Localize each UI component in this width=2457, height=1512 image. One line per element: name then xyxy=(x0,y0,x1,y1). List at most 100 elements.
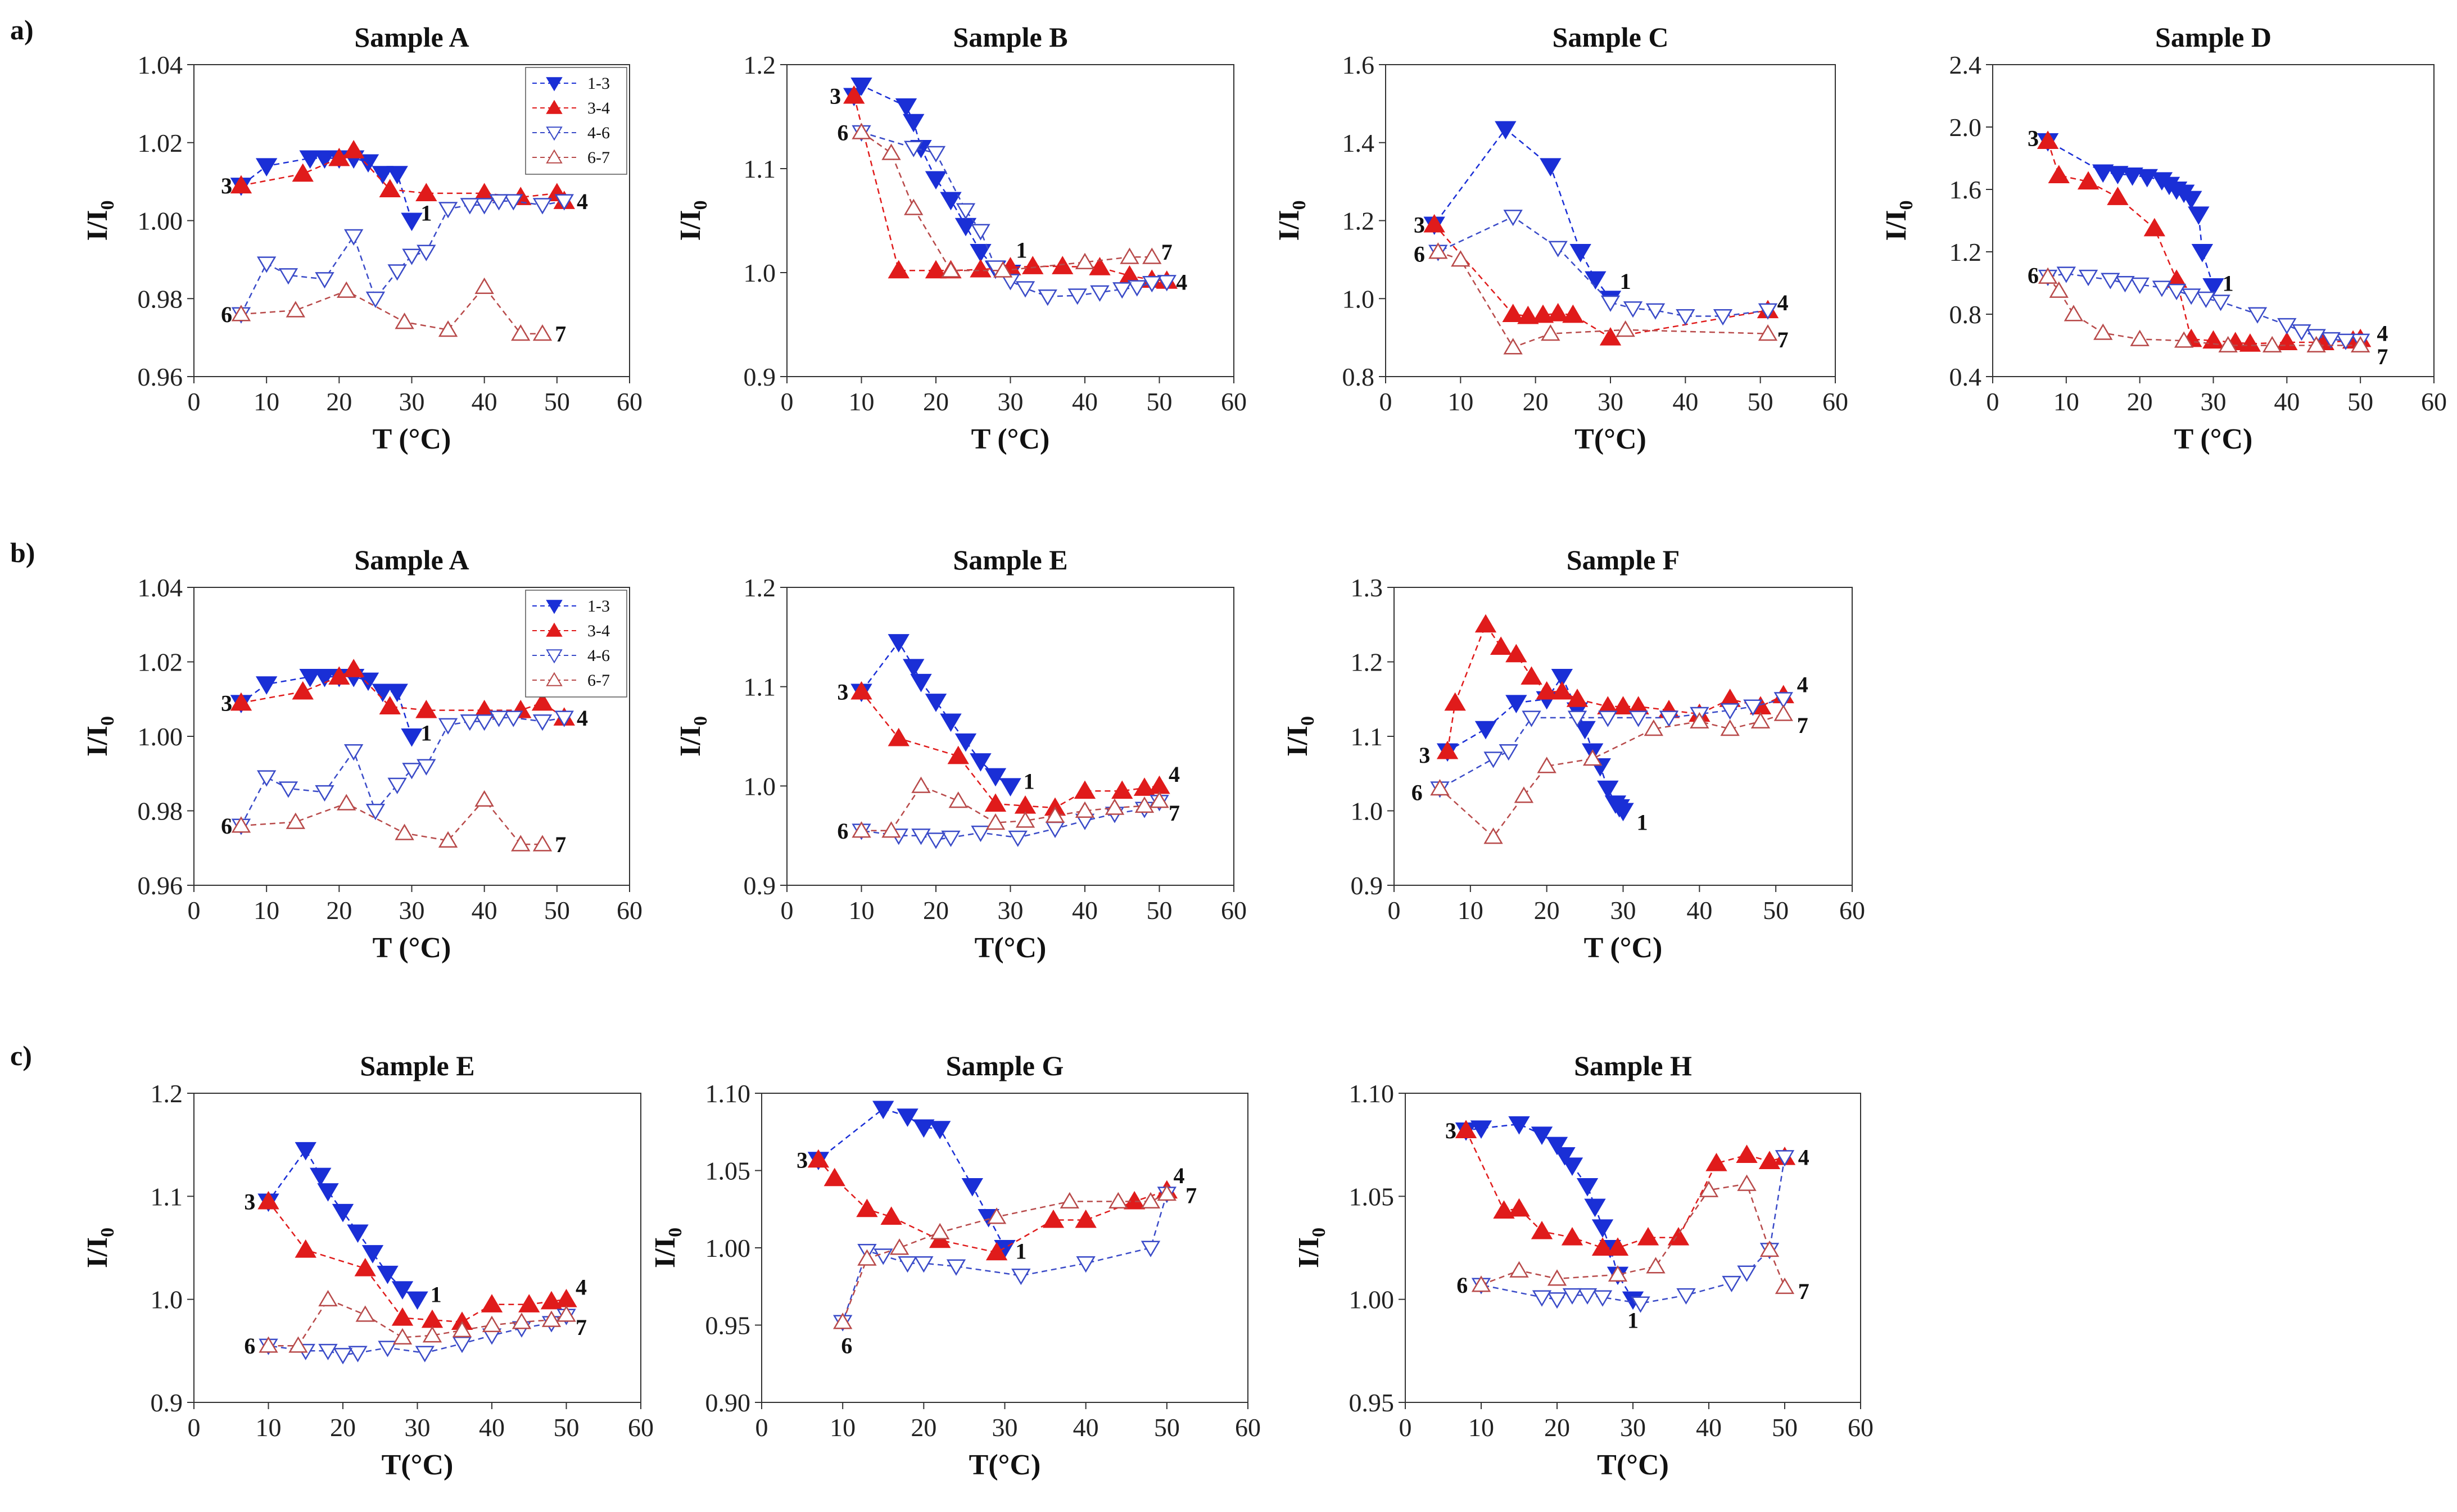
data-point-6-7 xyxy=(852,821,871,838)
data-point-4-6 xyxy=(532,198,553,215)
data-point-4-6 xyxy=(874,1248,893,1265)
data-point-1-3 xyxy=(925,694,947,712)
series-line-1-3 xyxy=(853,84,1011,274)
x-tick-label: 0 xyxy=(755,1413,768,1442)
data-point-6-7 xyxy=(2306,336,2326,352)
point-annotation: 4 xyxy=(1777,290,1789,315)
data-point-1-3 xyxy=(2121,168,2143,186)
point-annotation: 1 xyxy=(1627,1307,1639,1333)
data-point-1-3 xyxy=(295,1142,316,1161)
data-point-3-4 xyxy=(1133,777,1156,796)
data-point-4-6 xyxy=(2196,291,2216,308)
series-line-1-3 xyxy=(268,1148,418,1300)
data-point-4-6 xyxy=(1483,752,1503,768)
data-point-4-6 xyxy=(365,291,386,308)
data-point-1-3 xyxy=(940,713,962,732)
data-point-3-4 xyxy=(1444,692,1466,711)
x-tick-label: 40 xyxy=(2274,387,2300,416)
data-point-6-7 xyxy=(532,324,553,341)
data-point-6-7 xyxy=(318,1289,338,1307)
data-point-6-7 xyxy=(286,301,306,318)
data-point-1-3 xyxy=(850,78,872,96)
chart-b-E: Sample E 0 10 20 30 40 50 60 0.9 1.0 1.1 1.2 T(°C) I/… xyxy=(675,544,1247,964)
point-annotation: 7 xyxy=(1797,713,1808,738)
point-annotation: 1 xyxy=(420,720,432,745)
y-tick-label: 0.95 xyxy=(1349,1388,1395,1417)
data-point-4-6 xyxy=(1141,1241,1161,1257)
data-point-1-3 xyxy=(357,154,379,173)
data-point-3-4 xyxy=(807,1149,830,1168)
point-annotation: 1 xyxy=(420,201,432,226)
data-point-6-7 xyxy=(511,835,531,852)
chart-title: Sample B xyxy=(953,21,1067,53)
data-point-6-7 xyxy=(286,812,306,829)
data-point-6-7 xyxy=(1690,712,1709,728)
point-annotation: 3 xyxy=(1414,212,1425,237)
data-point-3-4 xyxy=(295,1239,316,1258)
data-point-3-4 xyxy=(2239,333,2261,352)
y-tick-label: 0.9 xyxy=(744,363,776,391)
data-point-3-4 xyxy=(1075,1209,1097,1228)
data-point-6-7 xyxy=(881,821,901,838)
data-point-3-4 xyxy=(342,140,365,159)
row-label-a: a) xyxy=(10,14,34,46)
series-line-3-4 xyxy=(1465,1130,1785,1249)
data-point-3-4 xyxy=(540,1291,563,1310)
data-point-4-6 xyxy=(956,203,976,220)
data-point-3-4 xyxy=(1705,1153,1727,1171)
series-line-3-4 xyxy=(241,150,565,202)
data-point-4-6 xyxy=(971,825,990,843)
point-annotation: 6 xyxy=(2028,263,2039,288)
y-tick-label: 1.02 xyxy=(138,129,183,157)
data-point-3-4 xyxy=(1736,1144,1758,1163)
y-tick-label: 1.2 xyxy=(1351,648,1383,677)
data-point-6-7 xyxy=(1141,1192,1161,1208)
data-point-4-6 xyxy=(1676,1288,1696,1305)
data-point-4-6 xyxy=(333,1348,353,1365)
y-tick-label: 1.6 xyxy=(1949,175,1982,204)
y-tick-label: 1.2 xyxy=(744,573,776,602)
data-point-6-7 xyxy=(1750,712,1771,728)
data-point-1-3 xyxy=(299,669,321,687)
data-point-4-6 xyxy=(489,710,509,727)
data-point-4-6 xyxy=(2277,318,2297,335)
legend-marker xyxy=(546,126,563,141)
point-annotation: 4 xyxy=(576,1275,587,1300)
legend-box xyxy=(525,67,627,175)
data-point-3-4 xyxy=(888,260,910,279)
data-point-4-6 xyxy=(1645,303,1666,320)
legend-marker xyxy=(546,622,563,637)
data-point-1-3 xyxy=(1569,244,1591,262)
data-point-1-3 xyxy=(2191,244,2214,262)
y-tick-label: 1.00 xyxy=(1349,1285,1395,1314)
series-line-4-6 xyxy=(240,200,565,315)
legend-label: 6-7 xyxy=(587,671,610,690)
x-tick-label: 60 xyxy=(1848,1413,1874,1442)
data-point-4-6 xyxy=(1773,692,1793,709)
plot-frame xyxy=(786,587,1234,886)
y-tick-label: 0.98 xyxy=(138,797,183,826)
y-axis-label: I/I0 xyxy=(1880,201,1917,241)
chart-title: Sample G xyxy=(946,1050,1064,1081)
point-annotation: 4 xyxy=(2377,320,2388,346)
x-axis-label: T (°C) xyxy=(2174,423,2253,455)
legend-marker xyxy=(546,600,563,614)
data-point-3-4 xyxy=(2143,218,2166,237)
data-point-4-6 xyxy=(318,1343,338,1361)
data-point-6-7 xyxy=(541,1310,562,1327)
data-point-1-3 xyxy=(903,114,925,133)
data-point-1-3 xyxy=(357,672,379,691)
data-point-6-7 xyxy=(985,813,1006,830)
y-tick-label: 1.00 xyxy=(705,1234,751,1262)
data-point-3-4 xyxy=(1531,1221,1553,1239)
data-point-3-4 xyxy=(292,681,314,700)
x-tick-label: 20 xyxy=(1534,896,1560,925)
data-point-4-6 xyxy=(2115,276,2135,293)
y-tick-label: 1.00 xyxy=(138,722,183,751)
point-annotation: 4 xyxy=(577,189,588,214)
x-tick-label: 10 xyxy=(254,896,279,925)
data-point-6-7 xyxy=(889,1238,910,1255)
y-axis-label: I/I0 xyxy=(82,1228,118,1268)
data-point-4-6 xyxy=(1090,285,1110,302)
data-point-6-7 xyxy=(474,277,494,294)
